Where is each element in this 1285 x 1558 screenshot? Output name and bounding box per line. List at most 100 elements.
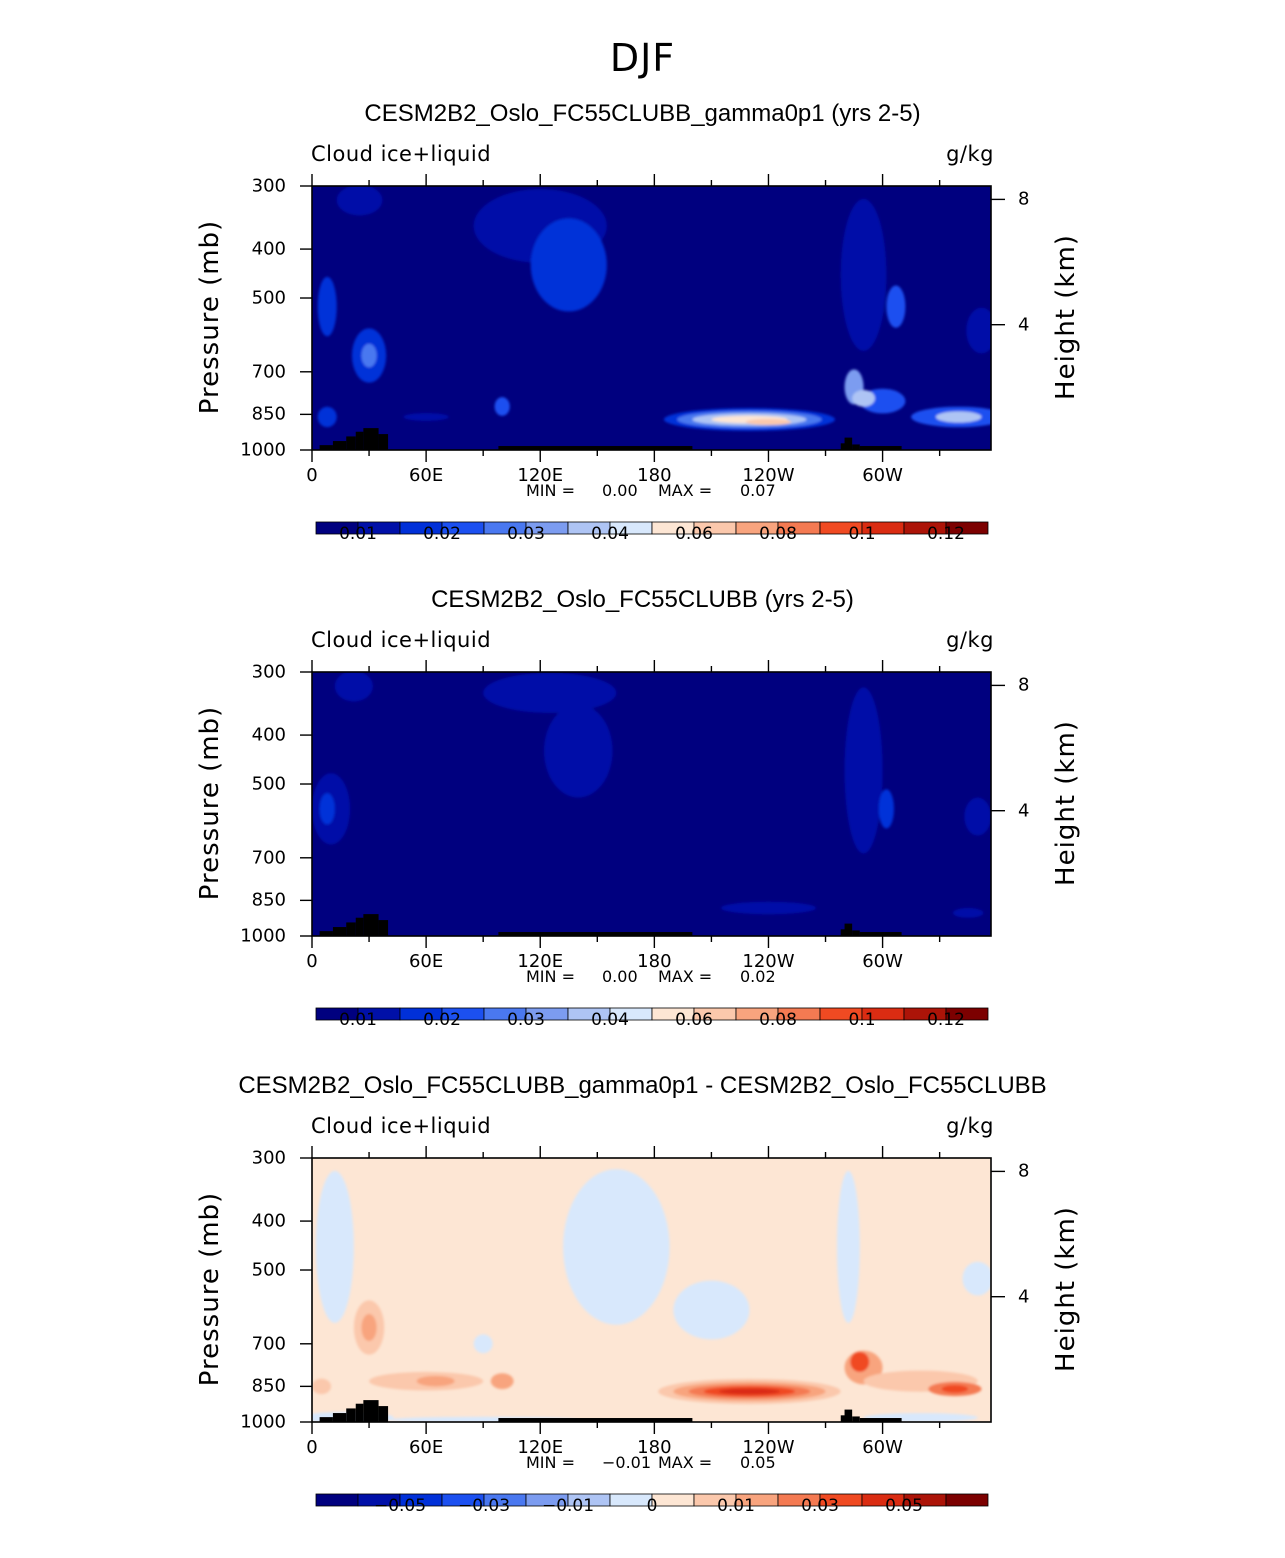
colorbar-label: −0.01 xyxy=(541,1496,595,1516)
y-tick-label: 400 xyxy=(251,724,286,746)
topography-mask xyxy=(844,1409,853,1422)
contour-region xyxy=(935,411,982,423)
plot-frame xyxy=(311,671,992,937)
x-tick-label: 120E xyxy=(517,1437,564,1458)
y-tick-label: 300 xyxy=(251,175,286,197)
variable-label: Cloud ice+liquid xyxy=(311,1114,492,1138)
y-tick-label: 700 xyxy=(251,1333,286,1355)
y-tick-label: 1000 xyxy=(240,925,286,947)
topography-mask xyxy=(378,1406,389,1422)
figure-title: DJF xyxy=(609,36,676,80)
colorbar-swatch xyxy=(315,1493,359,1507)
contour-region xyxy=(312,1378,332,1395)
contour-region xyxy=(361,1314,377,1342)
y-tick-label: 850 xyxy=(251,403,286,425)
contour-region xyxy=(317,406,337,428)
colorbar-label: 0.03 xyxy=(507,524,545,544)
x-tick-label: 180 xyxy=(637,465,672,486)
y-tick-label: 700 xyxy=(251,361,286,383)
x-tick-label: 60W xyxy=(862,951,903,972)
topography-mask xyxy=(332,927,347,936)
panel-2: CESM2B2_Oslo_FC55CLUBB (yrs 2-5) Cloud ic… xyxy=(0,586,1285,1072)
max-value: 0.05 xyxy=(740,1453,776,1472)
x-tick-label: 120W xyxy=(742,1437,795,1458)
plot-area xyxy=(300,660,1005,1021)
plot-area xyxy=(300,1146,1005,1507)
colorbar-label: 0.06 xyxy=(675,524,713,544)
contour-region xyxy=(836,1170,860,1323)
contour-region xyxy=(719,1388,780,1395)
colorbar-label: 0.01 xyxy=(339,1010,377,1030)
x-tick-label: 180 xyxy=(637,1437,672,1458)
min-value: 0.00 xyxy=(602,967,638,986)
min-value: −0.01 xyxy=(602,1453,652,1472)
contour-region xyxy=(490,1373,514,1390)
contour-region xyxy=(361,343,377,368)
y-tick-label: 700 xyxy=(251,847,286,869)
variable-label: Cloud ice+liquid xyxy=(311,628,492,652)
contour-region xyxy=(530,218,607,312)
colorbar-label: 0.04 xyxy=(591,524,629,544)
topography-mask xyxy=(852,930,860,936)
panel-title: CESM2B2_Oslo_FC55CLUBB (yrs 2-5) xyxy=(431,586,854,613)
topography-mask xyxy=(363,428,379,450)
topography-mask xyxy=(852,1416,860,1422)
colorbar-swatch xyxy=(945,1007,989,1021)
contour-region xyxy=(673,1280,750,1340)
y2-tick-label: 4 xyxy=(1018,800,1030,822)
topography-mask xyxy=(363,1400,379,1422)
units-label: g/kg xyxy=(946,142,994,166)
panel-3: CESM2B2_Oslo_FC55CLUBB_gamma0p1 - CESM2B… xyxy=(0,1072,1285,1558)
max-label: MAX = xyxy=(658,481,713,500)
topography-mask xyxy=(355,1403,364,1422)
min-value: 0.00 xyxy=(602,481,638,500)
max-value: 0.07 xyxy=(740,481,776,500)
topography-mask xyxy=(363,914,379,936)
contour-region xyxy=(852,389,875,407)
x-tick-label: 0 xyxy=(306,951,318,972)
plot-frame xyxy=(311,1157,992,1423)
colorbar-label: 0.12 xyxy=(927,1010,965,1030)
colorbar-label: 0.1 xyxy=(848,524,876,544)
x-tick-label: 0 xyxy=(306,1437,318,1458)
contour-region xyxy=(964,797,991,836)
topography-mask xyxy=(346,1408,356,1422)
units-label: g/kg xyxy=(946,628,994,652)
topography-mask xyxy=(378,920,389,936)
colorbar-label: 0.01 xyxy=(717,1496,755,1516)
max-label: MAX = xyxy=(658,1453,713,1472)
y2-tick-label: 8 xyxy=(1018,674,1030,696)
topography-mask xyxy=(332,441,347,450)
y-tick-label: 300 xyxy=(251,661,286,683)
x-tick-label: 60W xyxy=(862,1437,903,1458)
topography-mask xyxy=(859,932,902,936)
x-tick-label: 120E xyxy=(517,951,564,972)
y-tick-label: 400 xyxy=(251,238,286,260)
contour-region xyxy=(473,1334,493,1354)
y2-tick-label: 4 xyxy=(1018,1286,1030,1308)
colorbar-label: −0.05 xyxy=(373,1496,427,1516)
topography-mask xyxy=(498,932,693,936)
topography-mask xyxy=(859,1418,902,1422)
contour-region xyxy=(483,672,617,713)
colorbar-swatch xyxy=(945,521,989,535)
colorbar-swatch xyxy=(945,1493,989,1507)
x-tick-label: 60E xyxy=(408,1437,444,1458)
contour-region xyxy=(966,307,991,354)
y-tick-label: 500 xyxy=(251,773,286,795)
topography-mask xyxy=(355,917,364,936)
colorbar-label: 0.03 xyxy=(507,1010,545,1030)
contour-region xyxy=(319,793,335,825)
contour-region xyxy=(544,704,613,798)
topography-mask xyxy=(378,434,389,450)
contour-region xyxy=(844,687,883,854)
y2-tick-label: 8 xyxy=(1018,188,1030,210)
max-value: 0.02 xyxy=(740,967,776,986)
topography-mask xyxy=(346,922,356,936)
x-tick-label: 60E xyxy=(408,465,444,486)
contour-region xyxy=(840,198,887,351)
colorbar-label: 0.06 xyxy=(675,1010,713,1030)
colorbar-swatch xyxy=(651,1493,695,1507)
max-label: MAX = xyxy=(658,967,713,986)
colorbar-label: −0.03 xyxy=(457,1496,511,1516)
